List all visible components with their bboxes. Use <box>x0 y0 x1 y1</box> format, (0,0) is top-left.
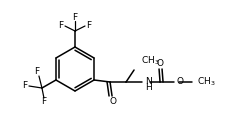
Text: F: F <box>72 12 78 22</box>
Text: O: O <box>156 59 163 68</box>
Text: O: O <box>109 96 117 105</box>
Text: H: H <box>145 82 152 92</box>
Text: CH$_3$: CH$_3$ <box>141 55 160 67</box>
Text: F: F <box>86 21 92 29</box>
Text: O: O <box>176 78 183 86</box>
Text: F: F <box>58 21 64 29</box>
Text: F: F <box>22 82 28 91</box>
Text: F: F <box>41 98 47 106</box>
Text: F: F <box>34 68 40 76</box>
Text: N: N <box>145 76 152 85</box>
Text: CH$_3$: CH$_3$ <box>197 76 216 88</box>
